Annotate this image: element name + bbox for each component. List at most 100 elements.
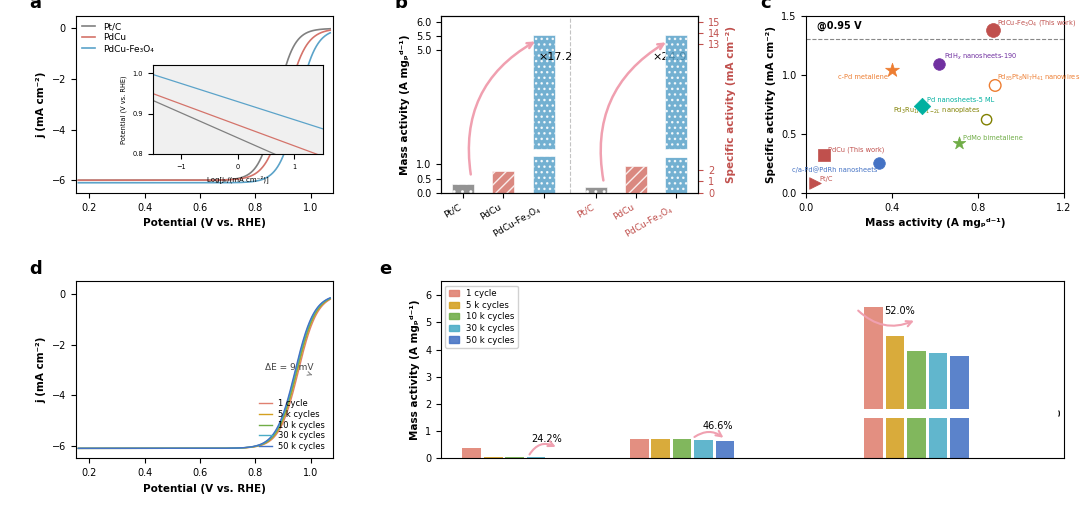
Text: a: a xyxy=(29,0,41,12)
Text: 24.2%: 24.2% xyxy=(531,434,563,444)
Bar xyxy=(673,440,691,458)
1 cycle xyxy=(117,445,130,452)
Text: PdH$_x$ nanosheets-190: PdH$_x$ nanosheets-190 xyxy=(944,52,1017,62)
Text: 46.6%: 46.6% xyxy=(702,421,732,431)
Text: PdMo bimetallene: PdMo bimetallene xyxy=(963,135,1023,141)
Line: PdCu-Fe₃O₄: PdCu-Fe₃O₄ xyxy=(79,33,330,183)
50 k cycles xyxy=(324,295,337,301)
Point xyxy=(984,26,1001,34)
Bar xyxy=(716,441,734,458)
5 k cycles xyxy=(324,296,337,302)
PdCu-Fe₃O₄ xyxy=(117,180,130,186)
5 k cycles xyxy=(240,444,253,451)
Text: Pd nanosheets-5 ML: Pd nanosheets-5 ML xyxy=(927,97,994,103)
Bar xyxy=(462,448,482,458)
Text: ×17.2: ×17.2 xyxy=(539,52,573,62)
Text: d: d xyxy=(29,260,42,278)
Y-axis label: j (mA cm⁻²): j (mA cm⁻²) xyxy=(36,337,46,403)
Bar xyxy=(929,353,947,409)
Text: PdCu (This work): PdCu (This work) xyxy=(828,147,885,153)
Bar xyxy=(484,457,502,458)
Pt/C xyxy=(117,177,130,183)
1 cycle xyxy=(186,445,199,452)
Pt/C xyxy=(240,172,253,179)
1 cycle xyxy=(261,439,274,445)
30 k cycles xyxy=(261,437,274,443)
Text: ΔE = 9 mV: ΔE = 9 mV xyxy=(266,363,313,375)
30 k cycles xyxy=(240,444,253,451)
Point xyxy=(950,139,968,148)
Bar xyxy=(532,156,555,193)
Text: 52.0%: 52.0% xyxy=(885,306,915,316)
10 k cycles xyxy=(261,438,274,444)
Bar xyxy=(886,417,904,458)
5 k cycles xyxy=(186,445,199,452)
10 k cycles xyxy=(117,445,130,452)
Line: 10 k cycles: 10 k cycles xyxy=(79,298,330,448)
Bar xyxy=(694,440,713,458)
PdCu-Fe₃O₄ xyxy=(240,179,253,186)
Point xyxy=(807,179,824,188)
X-axis label: Potential (V vs. RHE): Potential (V vs. RHE) xyxy=(143,218,266,228)
PdCu-Fe₃O₄ xyxy=(220,180,233,186)
PdCu-Fe₃O₄ xyxy=(324,30,337,36)
Line: Pt/C: Pt/C xyxy=(79,29,330,180)
10 k cycles xyxy=(186,445,199,452)
5 k cycles xyxy=(72,445,85,452)
30 k cycles xyxy=(117,445,130,452)
Bar xyxy=(492,171,514,193)
PdCu xyxy=(220,177,233,183)
Text: b: b xyxy=(394,0,407,12)
Bar xyxy=(665,157,687,193)
1 cycle xyxy=(72,445,85,452)
50 k cycles xyxy=(261,437,274,443)
Text: Pd$_3$Ru$_1$/Pt$_{1-2L}$ nanoplates: Pd$_3$Ru$_1$/Pt$_{1-2L}$ nanoplates xyxy=(893,106,981,116)
Y-axis label: Mass activity (A mgₚᵈ⁻¹): Mass activity (A mgₚᵈ⁻¹) xyxy=(401,34,410,174)
Text: c-Pd metallene: c-Pd metallene xyxy=(838,74,888,80)
5 k cycles xyxy=(261,438,274,445)
Bar xyxy=(505,457,524,458)
Point xyxy=(815,151,833,159)
Bar xyxy=(453,184,474,193)
50 k cycles xyxy=(240,444,253,451)
50 k cycles xyxy=(117,445,130,452)
10 k cycles xyxy=(324,295,337,301)
Bar xyxy=(532,35,555,149)
PdCu xyxy=(186,177,199,183)
50 k cycles xyxy=(137,445,150,452)
Text: c: c xyxy=(760,0,771,12)
Bar xyxy=(651,438,670,458)
Bar xyxy=(950,356,969,409)
Line: 5 k cycles: 5 k cycles xyxy=(79,299,330,448)
30 k cycles xyxy=(137,445,150,452)
Y-axis label: Specific activity (mA cm⁻²): Specific activity (mA cm⁻²) xyxy=(726,26,737,183)
PdCu xyxy=(261,156,274,162)
PdCu-Fe₃O₄ xyxy=(261,173,274,180)
5 k cycles xyxy=(220,445,233,452)
Line: 1 cycle: 1 cycle xyxy=(79,299,330,448)
Bar xyxy=(584,187,607,193)
Y-axis label: j (mA cm⁻²): j (mA cm⁻²) xyxy=(36,71,46,138)
Text: ×24.9: ×24.9 xyxy=(652,52,687,62)
Pt/C xyxy=(220,177,233,183)
1 cycle xyxy=(240,445,253,451)
Pt/C xyxy=(137,177,150,183)
Y-axis label: Mass activity (A mgₚᵈ⁻¹): Mass activity (A mgₚᵈ⁻¹) xyxy=(409,300,419,440)
PdCu xyxy=(240,174,253,181)
Bar xyxy=(907,417,926,458)
Bar xyxy=(950,417,969,458)
1 cycle xyxy=(324,296,337,302)
Bar xyxy=(929,417,947,458)
Line: 30 k cycles: 30 k cycles xyxy=(79,298,330,448)
PdCu-Fe₃O₄ xyxy=(186,180,199,186)
Point xyxy=(931,60,948,69)
Legend: 1 cycle, 5 k cycles, 10 k cycles, 30 k cycles, 50 k cycles: 1 cycle, 5 k cycles, 10 k cycles, 30 k c… xyxy=(445,286,517,348)
Point xyxy=(978,115,996,124)
Bar xyxy=(886,336,904,409)
Y-axis label: Specific activity (mA cm⁻²): Specific activity (mA cm⁻²) xyxy=(766,26,775,183)
30 k cycles xyxy=(220,445,233,452)
X-axis label: Mass activity (A mgₚᵈ⁻¹): Mass activity (A mgₚᵈ⁻¹) xyxy=(865,218,1005,228)
Text: Pt/C: Pt/C xyxy=(820,176,833,182)
1 cycle xyxy=(220,445,233,452)
Point xyxy=(870,159,888,168)
